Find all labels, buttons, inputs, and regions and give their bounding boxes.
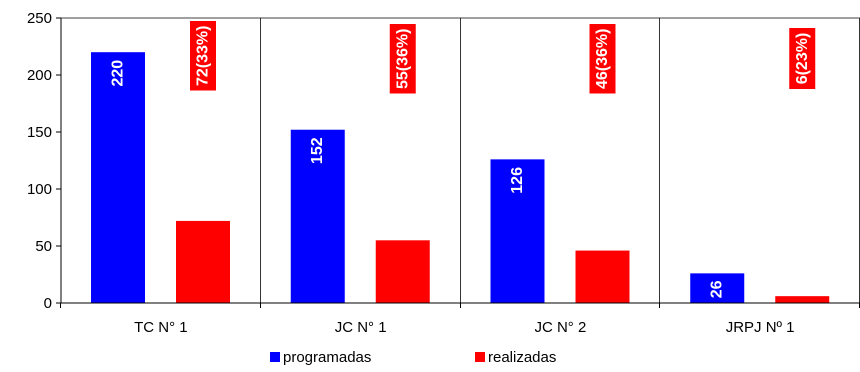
- bar-programadas: [690, 273, 745, 303]
- bar-data-label: 46(36%): [594, 29, 611, 89]
- bar-data-label: 55(36%): [394, 29, 411, 89]
- bar-programadas: [91, 52, 145, 304]
- bar-data-label: 220: [110, 60, 127, 87]
- data-label-box: [789, 28, 816, 89]
- bar-realizadas: [375, 240, 430, 303]
- bar-realizadas: [176, 220, 230, 303]
- legend-label-programadas: programadas: [283, 349, 371, 366]
- y-tick-label: 200: [27, 67, 52, 84]
- bar-data-label: 72(33%): [195, 26, 212, 86]
- bar-programadas: [490, 159, 545, 303]
- x-category-label: TC N° 1: [134, 319, 188, 336]
- y-tick-label: 150: [27, 124, 52, 141]
- y-tick-label: 50: [35, 238, 52, 255]
- bar-data-label: 152: [309, 137, 326, 164]
- data-label-box: [190, 21, 216, 91]
- x-category-label: JC N° 1: [335, 319, 387, 336]
- bars: 220 152 126 26 72(33%) 55(36%) 46(36%) 6(23%): [91, 21, 830, 304]
- bar-data-label: 126: [509, 167, 526, 194]
- bar-data-label: 26: [709, 280, 726, 298]
- y-tick-label: 100: [27, 181, 52, 198]
- y-tick-label: 0: [44, 295, 52, 312]
- legend-swatch-realizadas: [475, 352, 485, 362]
- x-category-label: JC N° 2: [534, 319, 586, 336]
- data-label-box: [389, 24, 416, 94]
- bar-realizadas: [575, 250, 630, 303]
- y-tick-labels: 0 50 100 150 200 250: [27, 10, 61, 312]
- bar-programadas: [290, 129, 345, 303]
- x-category-labels: TC N° 1 JC N° 1 JC N° 2 JRPJ Nº 1: [60, 303, 860, 336]
- y-tick-label: 250: [27, 10, 52, 27]
- legend-swatch-programadas: [270, 352, 280, 362]
- bar-realizadas: [775, 296, 830, 303]
- legend-label-realizadas: realizadas: [488, 349, 556, 366]
- bar-data-label: 6(23%): [794, 33, 811, 85]
- data-label-box: [589, 24, 616, 94]
- x-category-label: JRPJ Nº 1: [726, 319, 795, 336]
- legend: programadas realizadas: [270, 349, 556, 366]
